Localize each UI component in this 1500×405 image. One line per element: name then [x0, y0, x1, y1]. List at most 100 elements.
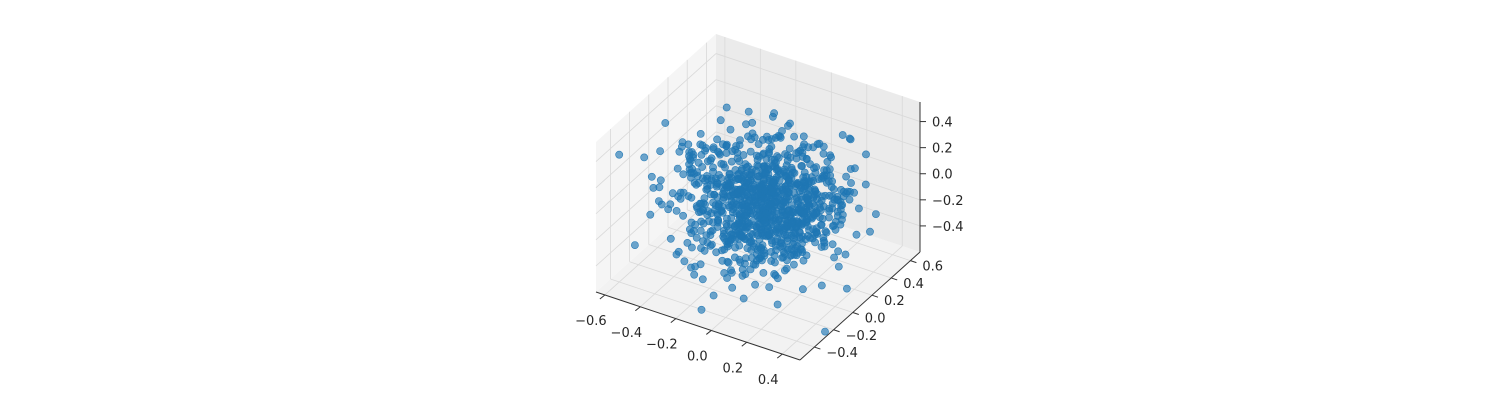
scatter-point: [834, 247, 842, 256]
z-tick-label: 0.4: [932, 116, 953, 131]
x-grid-floor: [781, 245, 903, 355]
scatter-point: [746, 147, 755, 156]
scatter-point: [819, 173, 828, 182]
scatter-point: [713, 135, 721, 144]
scatter-point: [872, 210, 880, 218]
y-tick-label: 0.6: [922, 260, 943, 275]
scatter-point: [722, 103, 731, 112]
scatter-point: [722, 149, 731, 157]
scatter-point: [688, 243, 696, 252]
scatter-point: [743, 190, 751, 199]
scatter-point: [817, 243, 826, 251]
scatter-point: [699, 237, 707, 245]
scatter-point: [672, 206, 681, 215]
scatter-point: [828, 177, 836, 186]
scatter-point: [749, 217, 757, 225]
scatter-point: [697, 217, 706, 226]
scatter-point: [690, 270, 699, 279]
scatter-point: [673, 164, 682, 173]
y-axis-line: [799, 251, 921, 361]
scatter-point: [711, 174, 720, 183]
scatter-point: [718, 202, 727, 211]
x-tick-label: 0.2: [722, 361, 743, 376]
scatter-point: [723, 214, 731, 223]
scatter-point: [809, 176, 818, 185]
scatter-point: [730, 222, 739, 230]
scatter-point: [752, 151, 761, 160]
scatter-point: [812, 227, 821, 236]
scatter-point: [679, 170, 688, 179]
scatter-point: [852, 230, 861, 239]
scatter-point: [697, 305, 706, 314]
scatter-point: [772, 158, 780, 167]
scatter-point: [744, 107, 753, 116]
scatter-point: [842, 172, 850, 181]
scatter-point: [825, 191, 834, 200]
scatter-point: [838, 131, 847, 139]
scatter-point: [704, 157, 712, 166]
x-tick: [635, 306, 641, 312]
z-grid-side: [595, 53, 717, 162]
scatter-point: [818, 214, 827, 223]
scatter-points: [615, 103, 880, 336]
scatter-point: [733, 171, 742, 179]
scatter-point: [727, 230, 735, 239]
scatter-point: [779, 248, 788, 256]
scatter-point: [838, 215, 846, 224]
scatter-point: [709, 167, 717, 176]
scatter-point: [775, 216, 783, 225]
y-grid-floor: [648, 244, 853, 313]
scatter-point: [822, 228, 831, 237]
scatter-point: [718, 246, 726, 255]
scatter-point: [719, 193, 728, 202]
scatter-point: [862, 150, 870, 159]
scatter-point: [800, 185, 808, 193]
scatter-point: [706, 227, 715, 236]
scatter-point: [780, 188, 788, 197]
scatter-point: [760, 194, 768, 203]
scatter-point: [631, 241, 639, 249]
scatter-point: [763, 132, 771, 141]
scatter-point: [706, 241, 715, 250]
z-tick-label: −0.4: [932, 220, 964, 235]
scatter-point: [747, 135, 755, 144]
scatter-point: [790, 260, 798, 269]
scatter-point: [755, 211, 764, 220]
x-tick: [599, 294, 606, 300]
scatter-point: [797, 221, 805, 230]
scatter-point: [684, 140, 693, 149]
scatter-point: [723, 240, 732, 249]
scatter-point: [751, 260, 760, 269]
scatter-point: [866, 227, 874, 236]
y-tick-label: −0.4: [826, 346, 858, 361]
scatter-point: [772, 173, 781, 181]
scatter-point: [723, 140, 731, 149]
scatter-point: [751, 280, 759, 289]
scatter-point: [843, 284, 851, 293]
scatter-point: [762, 155, 771, 163]
scatter-point: [726, 125, 735, 134]
scatter-point: [799, 132, 808, 141]
scatter-point: [724, 258, 733, 267]
scatter-point: [861, 180, 870, 189]
scatter-point: [817, 196, 826, 205]
side-pane: [596, 34, 716, 292]
scatter-point: [697, 150, 706, 159]
scatter-point: [785, 144, 794, 153]
scatter-point: [739, 151, 748, 159]
x-tick-label: 0.4: [758, 373, 779, 388]
scatter-point: [758, 203, 767, 212]
scatter-point: [657, 200, 666, 209]
scatter-point: [800, 176, 809, 185]
scatter-point: [747, 246, 756, 254]
scatter-point: [806, 160, 814, 168]
scatter-point: [706, 181, 715, 189]
scatter-point: [687, 218, 696, 227]
scatter-point: [684, 192, 693, 200]
scatter-point: [703, 174, 712, 183]
scatter-point: [777, 202, 785, 211]
y-tick-label: −0.2: [846, 329, 878, 344]
scatter-point: [830, 253, 838, 262]
